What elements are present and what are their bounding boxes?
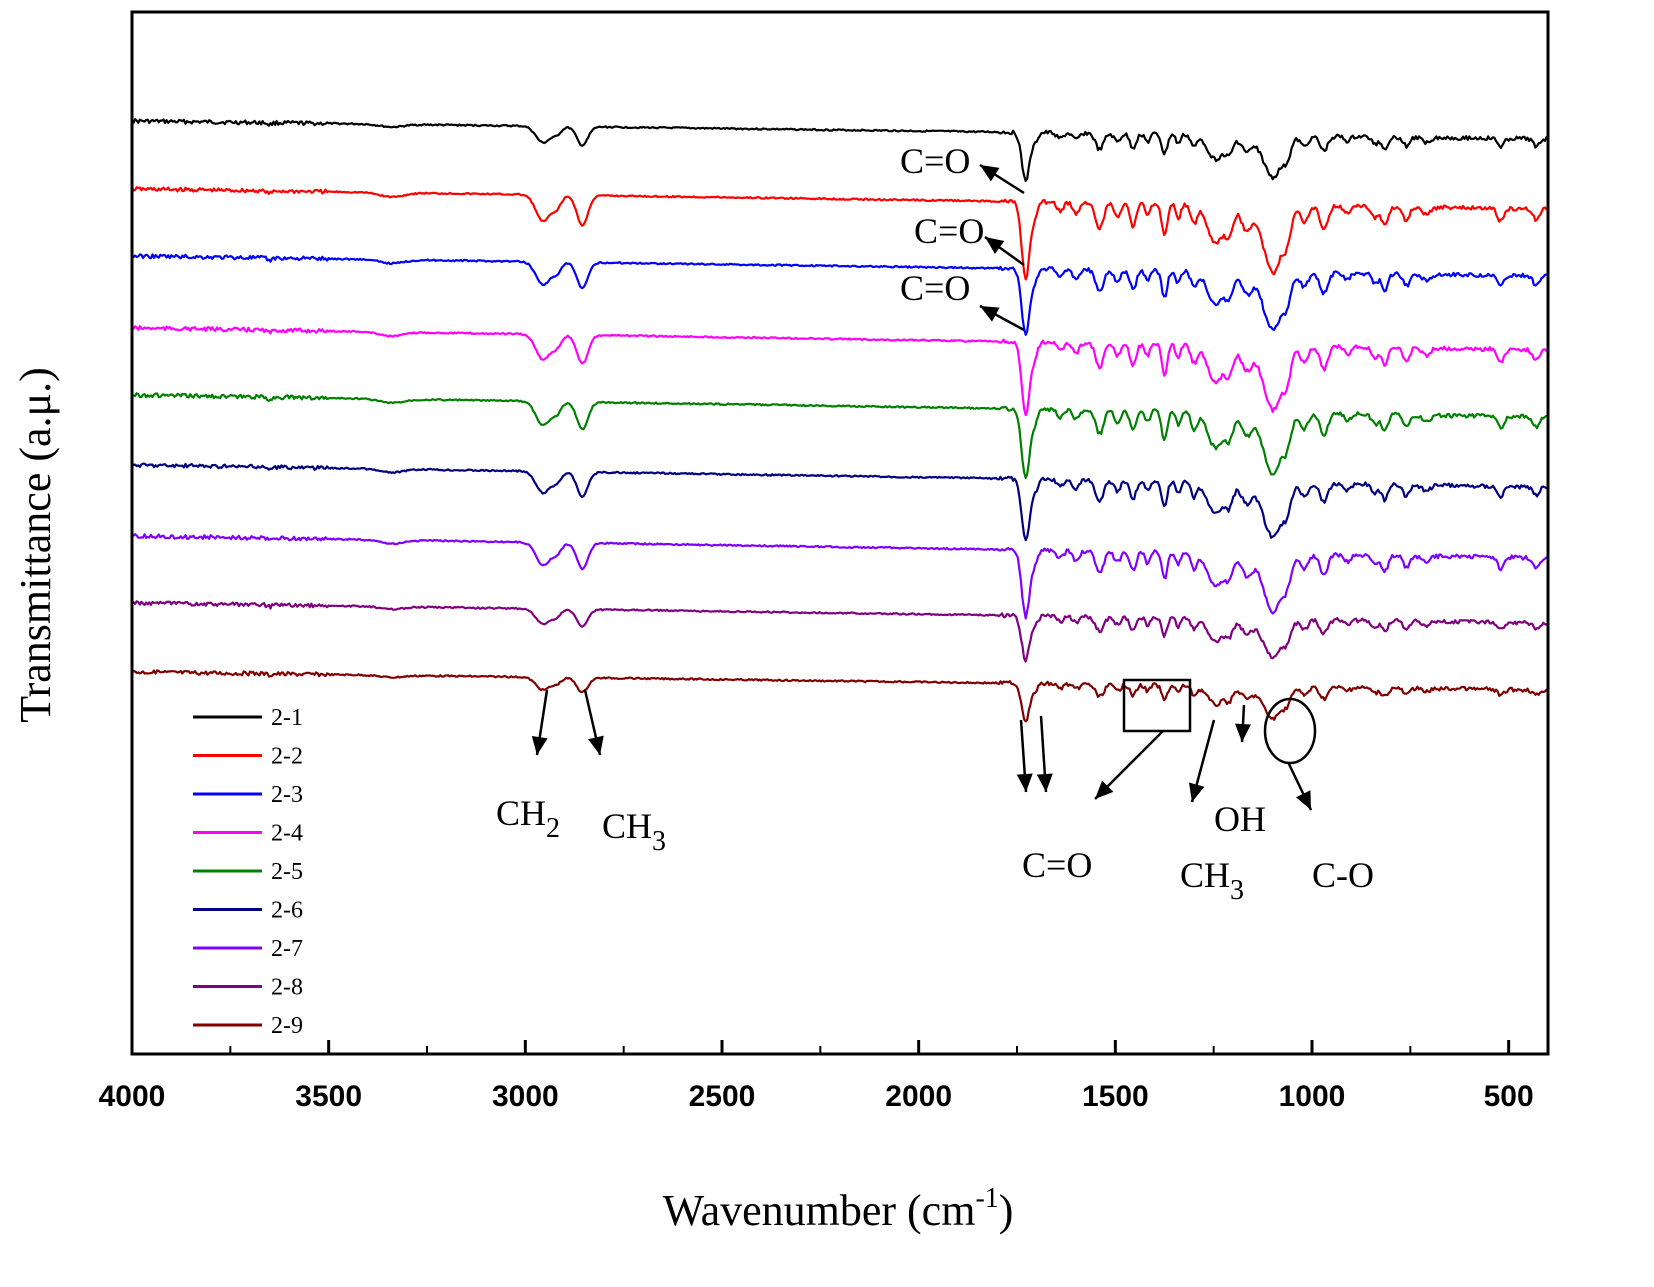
x-axis-title-close: ) (999, 1186, 1014, 1235)
series-line-2-8 (131, 600, 1549, 663)
arrow-co-2-head (985, 237, 1005, 254)
arrow-co-1-head (980, 165, 1000, 182)
legend-label-2-2: 2-2 (271, 744, 303, 770)
annot-co-3: C=O (900, 268, 970, 308)
arrow-ch3-right-head (1188, 782, 1205, 802)
annot-co-bottom: C=O (1022, 845, 1092, 885)
annot-ch2-main: CH (496, 793, 546, 833)
x-axis-title: Wavenumber (cm-1) (663, 1183, 1014, 1235)
arrow-ch3-left-head (588, 735, 604, 755)
series-line-2-1 (131, 118, 1549, 182)
annot-ch3-right-main: CH (1180, 855, 1230, 895)
x-tick-label: 500 (1484, 1080, 1534, 1113)
annot-ch3-left: CH3 (602, 806, 666, 857)
series-line-2-6 (131, 462, 1549, 542)
plot-frame (130, 10, 1550, 1056)
annot-ch3-right-sub: 3 (1230, 875, 1244, 906)
x-tick-label: 2500 (689, 1080, 756, 1113)
x-axis-title-sup: -1 (975, 1183, 998, 1214)
annot-circle (1263, 697, 1317, 765)
annot-ch3-left-sub: 3 (652, 826, 666, 857)
x-tick-label: 1500 (1082, 1080, 1149, 1113)
arrow-co-bottom-1-head (1016, 773, 1033, 792)
x-tick-label: 4000 (99, 1080, 166, 1113)
arrow-co-3-head (980, 306, 1000, 322)
series-line-2-4 (131, 325, 1549, 417)
annot-ch3-left-main: CH (602, 806, 652, 846)
annot-oh: OH (1214, 799, 1266, 839)
legend-label-2-9: 2-9 (271, 1013, 303, 1039)
x-tick-label: 2000 (885, 1080, 952, 1113)
x-tick-label: 3500 (295, 1080, 362, 1113)
x-tick-label: 1000 (1279, 1080, 1346, 1113)
series-line-2-2 (131, 186, 1548, 281)
x-axis-title-main: Wavenumber (cm (663, 1186, 976, 1235)
annot-co-1: C=O (900, 141, 970, 181)
series-line-2-3 (131, 253, 1549, 336)
series-line-2-9 (131, 669, 1549, 723)
annot-ch2: CH2 (496, 793, 560, 844)
arrow-c-o-head (1296, 790, 1311, 810)
arrow-ch2-head (531, 735, 548, 755)
legend-label-2-6: 2-6 (271, 898, 303, 924)
arrow-co-bottom-2-head (1036, 773, 1053, 792)
annot-co-2: C=O (914, 211, 984, 251)
arrow-oh-head (1234, 723, 1251, 742)
legend-label-2-1: 2-1 (271, 705, 303, 731)
legend-label-2-5: 2-5 (271, 859, 303, 885)
annot-c-o: C-O (1312, 855, 1374, 895)
series-line-2-7 (131, 533, 1549, 620)
x-tick-label: 3000 (492, 1080, 559, 1113)
annot-ch2-sub: 2 (546, 813, 560, 844)
y-axis-title: Transmittance (a.μ.) (11, 367, 60, 723)
legend-label-2-8: 2-8 (271, 975, 303, 1001)
legend-label-2-3: 2-3 (271, 782, 303, 808)
annotations: C=O C=O C=O CH2 CH3 C=O CH3 OH C-O (496, 141, 1374, 906)
legend-label-2-7: 2-7 (271, 936, 303, 962)
annot-ch3-right: CH3 (1180, 855, 1244, 906)
x-ticks: 4000 3500 3000 2500 2000 1500 1000 500 (99, 1040, 1534, 1113)
series-layer (131, 118, 1549, 723)
annot-box (1122, 678, 1192, 733)
legend: 2-1 2-2 2-3 2-4 2-5 2-6 2-7 2-8 2-9 (193, 705, 303, 1039)
arrow-co-box-head (1095, 780, 1114, 799)
series-line-2-5 (131, 392, 1549, 479)
legend-label-2-4: 2-4 (271, 821, 303, 847)
